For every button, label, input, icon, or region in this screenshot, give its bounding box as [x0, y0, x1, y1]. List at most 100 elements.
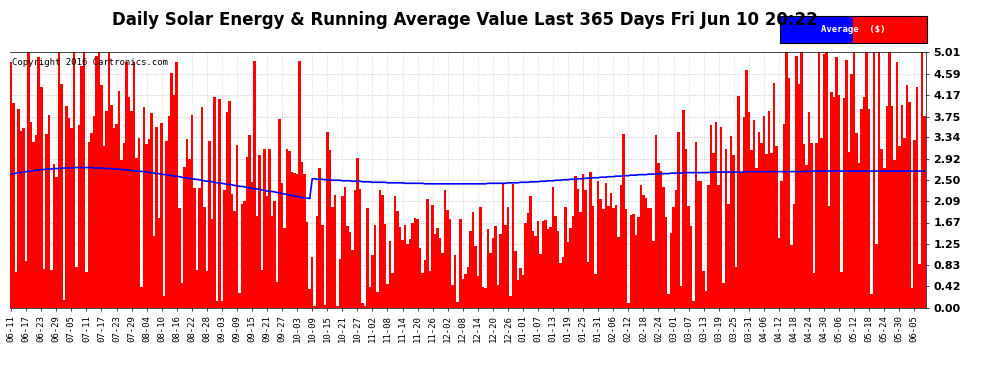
Bar [283, 228, 286, 308]
Bar [519, 268, 522, 308]
Bar [65, 106, 67, 307]
Bar [168, 116, 170, 308]
Bar [788, 78, 790, 308]
Bar [770, 153, 772, 308]
Bar [632, 214, 635, 308]
Bar [627, 303, 630, 307]
Bar [198, 188, 201, 308]
Bar [296, 174, 298, 308]
Bar [775, 146, 777, 308]
Bar [223, 189, 226, 308]
Bar [13, 103, 15, 308]
Bar [549, 227, 551, 308]
Bar [554, 216, 556, 308]
Bar [644, 198, 647, 308]
Bar [368, 288, 371, 308]
Bar [20, 131, 23, 308]
Bar [411, 223, 414, 308]
Bar [858, 162, 860, 308]
Bar [853, 16, 927, 43]
Bar [836, 57, 838, 308]
Bar [376, 292, 379, 308]
Bar [30, 122, 33, 308]
Bar [638, 217, 640, 308]
Bar [201, 107, 203, 308]
Bar [780, 16, 853, 43]
Bar [57, 53, 60, 308]
Bar [662, 186, 664, 308]
Bar [72, 53, 75, 308]
Bar [903, 138, 906, 308]
Bar [175, 62, 178, 308]
Bar [108, 53, 110, 308]
Bar [43, 269, 45, 308]
Bar [826, 53, 828, 308]
Bar [163, 296, 165, 307]
Bar [489, 254, 492, 308]
Bar [818, 53, 821, 308]
Bar [281, 183, 283, 308]
Bar [105, 111, 108, 308]
Bar [379, 190, 381, 308]
Bar [228, 101, 231, 308]
Bar [321, 225, 324, 308]
Bar [713, 153, 715, 308]
Bar [868, 109, 870, 307]
Bar [213, 97, 216, 308]
Bar [62, 300, 65, 307]
Bar [331, 207, 334, 308]
Bar [667, 294, 670, 307]
Bar [45, 134, 48, 308]
Bar [620, 185, 622, 308]
Bar [916, 87, 918, 308]
Bar [469, 231, 471, 308]
Bar [48, 115, 50, 308]
Bar [358, 189, 361, 308]
Bar [131, 111, 133, 308]
Bar [710, 125, 713, 308]
Bar [258, 155, 260, 308]
Bar [525, 223, 527, 308]
Bar [399, 227, 401, 308]
Bar [670, 233, 672, 308]
Text: Daily  ($): Daily ($) [973, 25, 990, 34]
Bar [592, 206, 594, 308]
Bar [429, 271, 432, 308]
Bar [640, 185, 643, 308]
Bar [155, 128, 158, 308]
Bar [136, 158, 138, 308]
Bar [780, 181, 783, 308]
Bar [391, 273, 394, 308]
Bar [757, 132, 760, 308]
Bar [715, 122, 718, 308]
Bar [253, 62, 255, 308]
Bar [419, 248, 422, 308]
Bar [880, 149, 883, 308]
Bar [610, 193, 612, 308]
Bar [216, 301, 218, 307]
Bar [745, 70, 747, 308]
Bar [103, 146, 105, 308]
Bar [813, 273, 815, 308]
Bar [777, 237, 780, 308]
Bar [384, 225, 386, 308]
Bar [75, 267, 77, 308]
Bar [584, 190, 587, 308]
Bar [471, 211, 474, 308]
Bar [363, 306, 366, 308]
Bar [336, 306, 339, 308]
Bar [417, 219, 419, 308]
Bar [152, 236, 155, 308]
Bar [885, 106, 888, 308]
Bar [530, 196, 532, 308]
Bar [100, 85, 103, 308]
Bar [865, 53, 868, 308]
Bar [432, 205, 434, 308]
Bar [90, 134, 93, 308]
Bar [77, 125, 80, 308]
Bar [406, 244, 409, 308]
Bar [615, 206, 617, 308]
Bar [118, 92, 121, 308]
Bar [740, 172, 742, 308]
Bar [304, 174, 306, 308]
